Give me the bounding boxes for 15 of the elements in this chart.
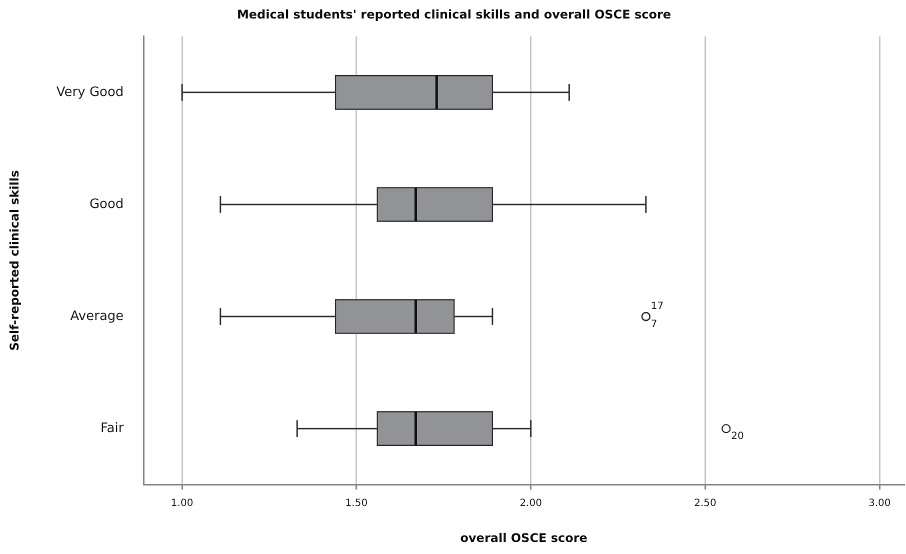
annotation: 17 — [650, 301, 664, 312]
annotation: 7 — [650, 319, 658, 330]
x-tick-label: 1.50 — [345, 498, 368, 510]
y-tick-label: Good — [89, 196, 124, 212]
x-tick-label: 2.00 — [520, 498, 542, 510]
y-tick-label: Very Good — [56, 84, 124, 100]
y-tick-label: Fair — [100, 420, 124, 436]
x-axis-title: overall OSCE score — [460, 530, 588, 545]
y-axis-title: Self-reported clinical skills — [7, 170, 22, 351]
x-tick-label: 1.00 — [170, 498, 194, 510]
chart-title: Medical students' reported clinical skills and overall OSCE score — [236, 7, 672, 22]
x-tick-label: 2.50 — [694, 498, 716, 510]
annotation: 20 — [731, 431, 744, 442]
y-tick-label: Average — [70, 308, 124, 324]
x-tick-label: 3.00 — [868, 498, 891, 510]
